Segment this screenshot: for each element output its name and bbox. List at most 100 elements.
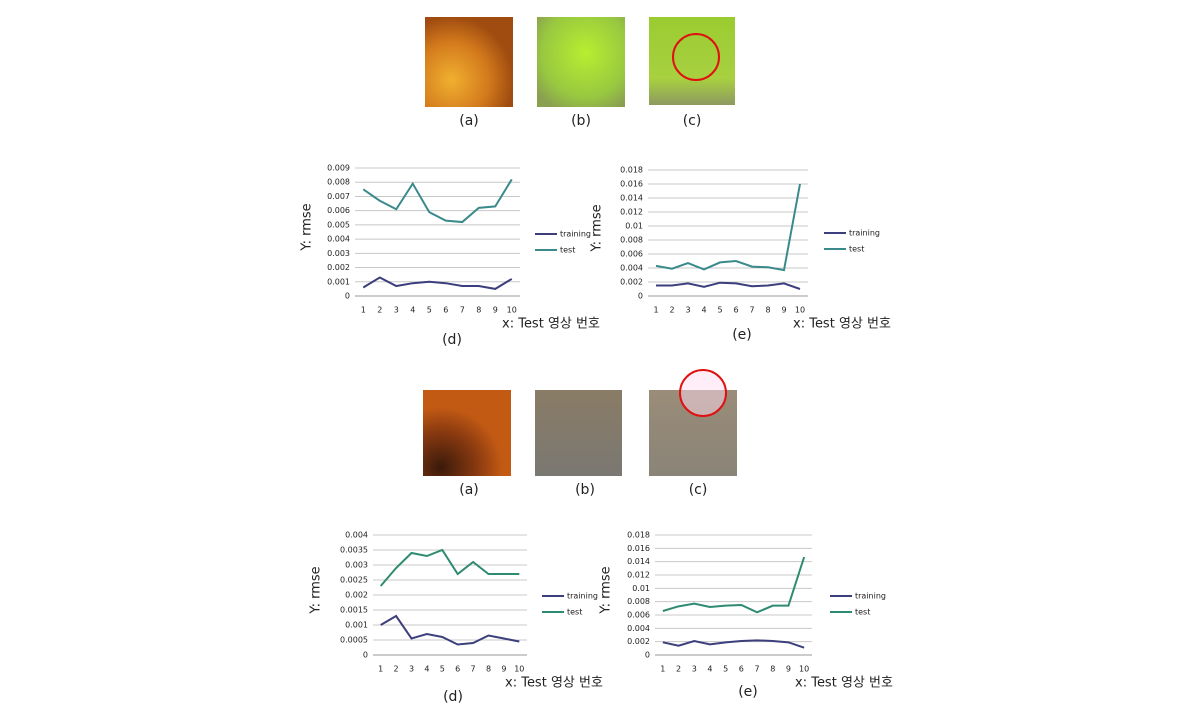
legend-label: training — [567, 592, 598, 601]
x-tick-label: 3 — [409, 665, 414, 674]
x-tick-label: 10 — [507, 306, 517, 315]
y-tick-label: 0.001 — [327, 277, 350, 286]
panel-label: (b) — [571, 113, 591, 129]
x-tick-label: 3 — [394, 306, 399, 315]
series-line — [380, 614, 520, 646]
y-tick-label: 0.01 — [632, 584, 650, 593]
x-tick-label: 4 — [410, 306, 415, 315]
panel-label: (a) — [459, 482, 479, 498]
x-tick-label: 2 — [377, 306, 382, 315]
y-axis-title: Y: rmse — [309, 566, 324, 614]
y-tick-label: 0.01 — [625, 222, 643, 231]
y-tick-label: 0.008 — [627, 597, 650, 606]
x-tick-label: 3 — [685, 306, 690, 315]
image-a — [425, 17, 513, 107]
y-tick-label: 0.001 — [345, 621, 368, 630]
legend-label: test — [849, 245, 864, 254]
x-tick-label: 4 — [424, 665, 429, 674]
y-tick-label: 0 — [363, 651, 368, 660]
y-tick-label: 0.009 — [327, 164, 350, 173]
image-c — [649, 17, 735, 105]
x-tick-label: 7 — [471, 665, 476, 674]
x-tick-label: 9 — [501, 665, 506, 674]
y-tick-label: 0.007 — [327, 192, 350, 201]
x-tick-label: 7 — [755, 665, 760, 674]
y-tick-label: 0.008 — [620, 236, 643, 245]
x-tick-label: 2 — [394, 665, 399, 674]
x-tick-label: 9 — [786, 665, 791, 674]
y-tick-label: 0.005 — [327, 220, 350, 229]
x-axis-title: x: Test 영상 번호 — [505, 676, 603, 691]
legend-label: training — [560, 230, 591, 239]
y-tick-label: 0.014 — [627, 557, 650, 566]
x-tick-label: 4 — [701, 306, 706, 315]
panel-label: (e) — [738, 684, 758, 700]
x-tick-label: 1 — [378, 665, 383, 674]
y-tick-label: 0.006 — [627, 611, 650, 620]
y-tick-label: 0.0015 — [340, 606, 368, 615]
series-line — [362, 276, 513, 290]
y-tick-label: 0.0025 — [340, 576, 368, 585]
x-tick-label: 6 — [733, 306, 738, 315]
legend-label: test — [567, 608, 582, 617]
legend-label: test — [560, 246, 575, 255]
y-tick-label: 0.002 — [327, 263, 350, 272]
x-tick-label: 10 — [795, 306, 805, 315]
series-line — [655, 183, 801, 272]
y-tick-label: 0.018 — [627, 531, 650, 540]
legend-label: training — [855, 592, 886, 601]
series-line — [656, 281, 801, 290]
x-tick-label: 1 — [361, 306, 366, 315]
y-tick-label: 0.002 — [620, 278, 643, 287]
y-tick-label: 0.004 — [627, 624, 650, 633]
series-line — [662, 556, 806, 614]
x-tick-label: 5 — [717, 306, 722, 315]
x-tick-label: 9 — [493, 306, 498, 315]
image-a — [423, 390, 511, 476]
highlight-circle — [679, 369, 727, 417]
y-axis-title: Y: rmse — [300, 203, 315, 251]
series-line — [662, 639, 805, 649]
y-tick-label: 0.012 — [620, 208, 643, 217]
x-tick-label: 2 — [669, 306, 674, 315]
highlight-circle — [672, 33, 720, 81]
panel-label: (c) — [683, 113, 702, 129]
y-tick-label: 0.0005 — [340, 636, 368, 645]
y-tick-label: 0.002 — [627, 637, 650, 646]
x-axis-title: x: Test 영상 번호 — [502, 317, 600, 332]
y-tick-label: 0 — [345, 292, 350, 301]
x-tick-label: 7 — [749, 306, 754, 315]
y-tick-label: 0 — [638, 292, 643, 301]
panel-label: (b) — [575, 482, 595, 498]
x-tick-label: 6 — [739, 665, 744, 674]
y-axis-title: Y: rmse — [590, 204, 605, 252]
x-tick-label: 2 — [676, 665, 681, 674]
x-axis-title: x: Test 영상 번호 — [795, 676, 893, 691]
panel-label: (d) — [442, 332, 462, 348]
y-tick-label: 0.016 — [620, 180, 643, 189]
x-tick-label: 6 — [443, 306, 448, 315]
panel-label: (a) — [459, 113, 479, 129]
y-tick-label: 0.004 — [327, 235, 350, 244]
panel-label: (e) — [732, 327, 752, 343]
x-tick-label: 8 — [486, 665, 491, 674]
panel-label: (c) — [689, 482, 708, 498]
x-tick-label: 8 — [765, 306, 770, 315]
y-tick-label: 0.004 — [345, 531, 368, 540]
x-tick-label: 5 — [723, 665, 728, 674]
y-tick-label: 0.012 — [627, 571, 650, 580]
y-tick-label: 0.0035 — [340, 546, 368, 555]
x-tick-label: 5 — [427, 306, 432, 315]
y-tick-label: 0.016 — [627, 544, 650, 553]
x-tick-label: 7 — [460, 306, 465, 315]
x-axis-title: x: Test 영상 번호 — [793, 317, 891, 332]
image-b — [535, 390, 622, 476]
x-tick-label: 9 — [781, 306, 786, 315]
x-tick-label: 10 — [799, 665, 809, 674]
y-tick-label: 0.003 — [327, 249, 350, 258]
x-tick-label: 8 — [476, 306, 481, 315]
x-tick-label: 5 — [440, 665, 445, 674]
x-tick-label: 1 — [660, 665, 665, 674]
legend-label: training — [849, 229, 880, 238]
